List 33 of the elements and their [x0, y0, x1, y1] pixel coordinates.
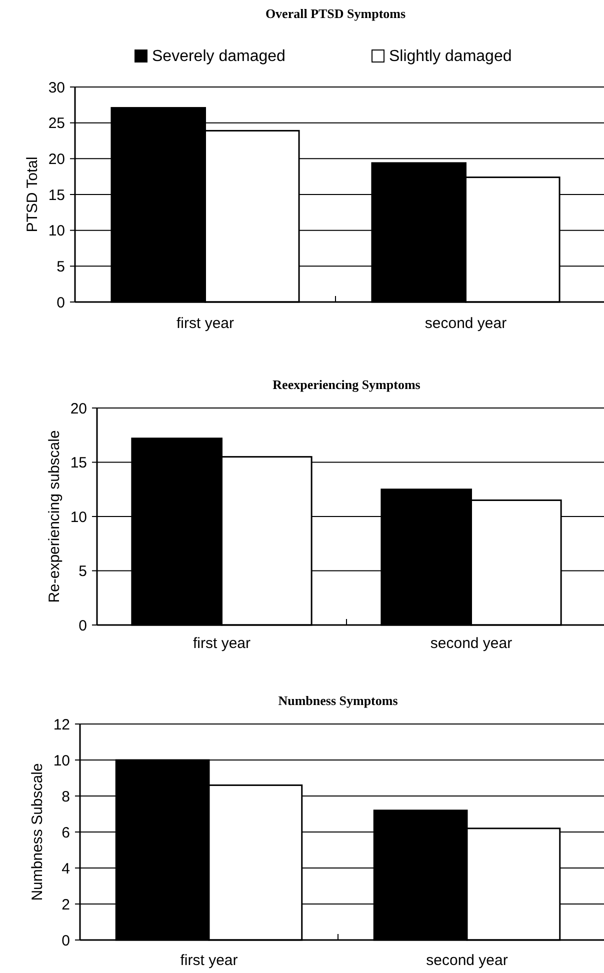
y-tick-label: 2 [62, 896, 70, 914]
y-tick-label: 0 [62, 932, 70, 950]
y-tick-label: 6 [62, 824, 70, 842]
y-tick-label: 25 [48, 115, 65, 132]
y-tick-label: 5 [56, 258, 65, 276]
x-tick-label: second year [426, 952, 508, 969]
legend-label: Severely damaged [152, 48, 286, 65]
y-tick-label: 15 [48, 186, 65, 204]
y-tick-label: 20 [70, 400, 87, 418]
x-tick-label: first year [176, 315, 234, 332]
y-tick-label: 20 [48, 150, 65, 168]
y-tick-label: 4 [62, 860, 70, 878]
y-tick-label: 8 [62, 788, 70, 806]
chart-title: Overall PTSD Symptoms [265, 6, 406, 21]
y-tick-label: 5 [78, 563, 87, 580]
y-tick-label: 10 [53, 752, 70, 770]
chart-title: Numbness Symptoms [278, 693, 398, 708]
y-tick-label: 30 [48, 79, 65, 96]
legend-label: Slightly damaged [389, 48, 512, 65]
x-tick-label: first year [192, 635, 251, 652]
x-tick-label: second year [430, 635, 512, 652]
y-tick-label: 10 [48, 222, 65, 240]
y-tick-label: 12 [53, 716, 70, 734]
y-tick-label: 15 [70, 454, 87, 472]
y-axis-title: Re-experiencing subscale [46, 430, 63, 603]
chart-title: Reexperiencing Symptoms [272, 377, 420, 392]
y-axis-title: PTSD Total [24, 156, 41, 232]
y-tick-label: 10 [70, 508, 87, 526]
y-tick-label: 0 [56, 294, 65, 312]
y-axis-title: Numbness Subscale [29, 763, 46, 901]
y-tick-label: 0 [78, 617, 87, 634]
x-tick-label: second year [424, 315, 507, 332]
x-tick-label: first year [180, 952, 238, 969]
